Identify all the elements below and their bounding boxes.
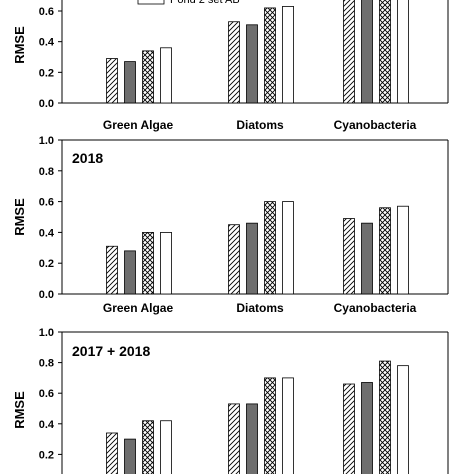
chart-panels: 0.0 0.2 0.4 0.6 RMSE Green Algae Diatoms Cyanob…	[12, 0, 449, 474]
bar	[142, 50, 154, 104]
x-category-label: Cyanobacteria	[334, 118, 417, 132]
bar	[264, 7, 276, 104]
bar	[106, 432, 118, 474]
bar	[160, 420, 172, 474]
x-category-label: Diatoms	[236, 118, 284, 132]
bar	[246, 403, 258, 474]
bar	[124, 61, 136, 104]
bar	[343, 218, 355, 295]
x-category-label: Green Algae	[103, 118, 174, 132]
bar	[397, 0, 409, 104]
bar	[379, 0, 391, 104]
bar	[361, 222, 373, 295]
bar	[142, 420, 154, 474]
legend-label: Pond 2 set AB	[170, 0, 240, 6]
x-category-label: Green Algae	[103, 301, 174, 315]
y-tick-label: 0.6	[39, 6, 54, 18]
y-tick-label: 0.2	[39, 67, 54, 79]
bar	[379, 360, 391, 474]
y-tick-label: 0.2	[39, 258, 54, 270]
y-axis-label: RMSE	[12, 391, 27, 429]
bar	[379, 207, 391, 295]
bar	[397, 205, 409, 295]
bar	[397, 365, 409, 474]
y-tick-label: 1.0	[39, 327, 54, 339]
bar	[124, 250, 136, 295]
y-tick-label: 0.6	[39, 388, 54, 400]
bar	[246, 24, 258, 104]
bar	[142, 231, 154, 295]
y-tick-label: 0.8	[39, 358, 54, 370]
y-axis-label: RMSE	[12, 26, 27, 64]
bar	[228, 21, 240, 104]
bar	[160, 47, 172, 104]
panel-title: 2017 + 2018	[72, 343, 150, 359]
bar	[106, 58, 118, 104]
bar	[343, 383, 355, 474]
bar	[246, 222, 258, 295]
y-tick-label: 0.2	[39, 449, 54, 461]
y-tick-label: 1.0	[39, 135, 54, 147]
y-tick-label: 0.8	[39, 166, 54, 178]
bar	[228, 403, 240, 474]
bar	[361, 0, 373, 104]
y-tick-label: 0.4	[39, 419, 55, 431]
y-tick-label: 0.0	[39, 98, 54, 110]
y-tick-label: 0.4	[39, 37, 55, 49]
bar	[361, 382, 373, 474]
y-tick-label: 0.0	[39, 289, 54, 301]
bar	[343, 0, 355, 104]
y-tick-label: 0.4	[39, 227, 55, 239]
y-axis-label: RMSE	[12, 198, 27, 236]
chart-panel: 0.0 0.2 0.4 0.6 RMSE Green Algae Diatoms Cyanob…	[12, 0, 449, 132]
chart-panel: 0.2 0.4 0.6 0.8 1.0 RMSE 2017 + 2018	[12, 327, 449, 474]
chart-panel: 0.0 0.2 0.4 0.6 0.8 1.0 RMSE 2018 Green Algae Dia…	[12, 135, 449, 315]
legend: Pond 2 set AB	[137, 0, 240, 6]
bar	[282, 6, 294, 104]
bar	[264, 377, 276, 474]
x-category-label: Diatoms	[236, 301, 284, 315]
bar	[160, 231, 172, 295]
bar	[282, 201, 294, 295]
bar	[106, 245, 118, 295]
bar	[124, 438, 136, 474]
panel-title: 2018	[72, 150, 103, 166]
bar	[228, 224, 240, 295]
bar	[282, 377, 294, 474]
y-tick-label: 0.6	[39, 197, 54, 209]
legend-swatch	[137, 0, 165, 5]
x-category-label: Cyanobacteria	[334, 301, 417, 315]
bar	[264, 201, 276, 295]
